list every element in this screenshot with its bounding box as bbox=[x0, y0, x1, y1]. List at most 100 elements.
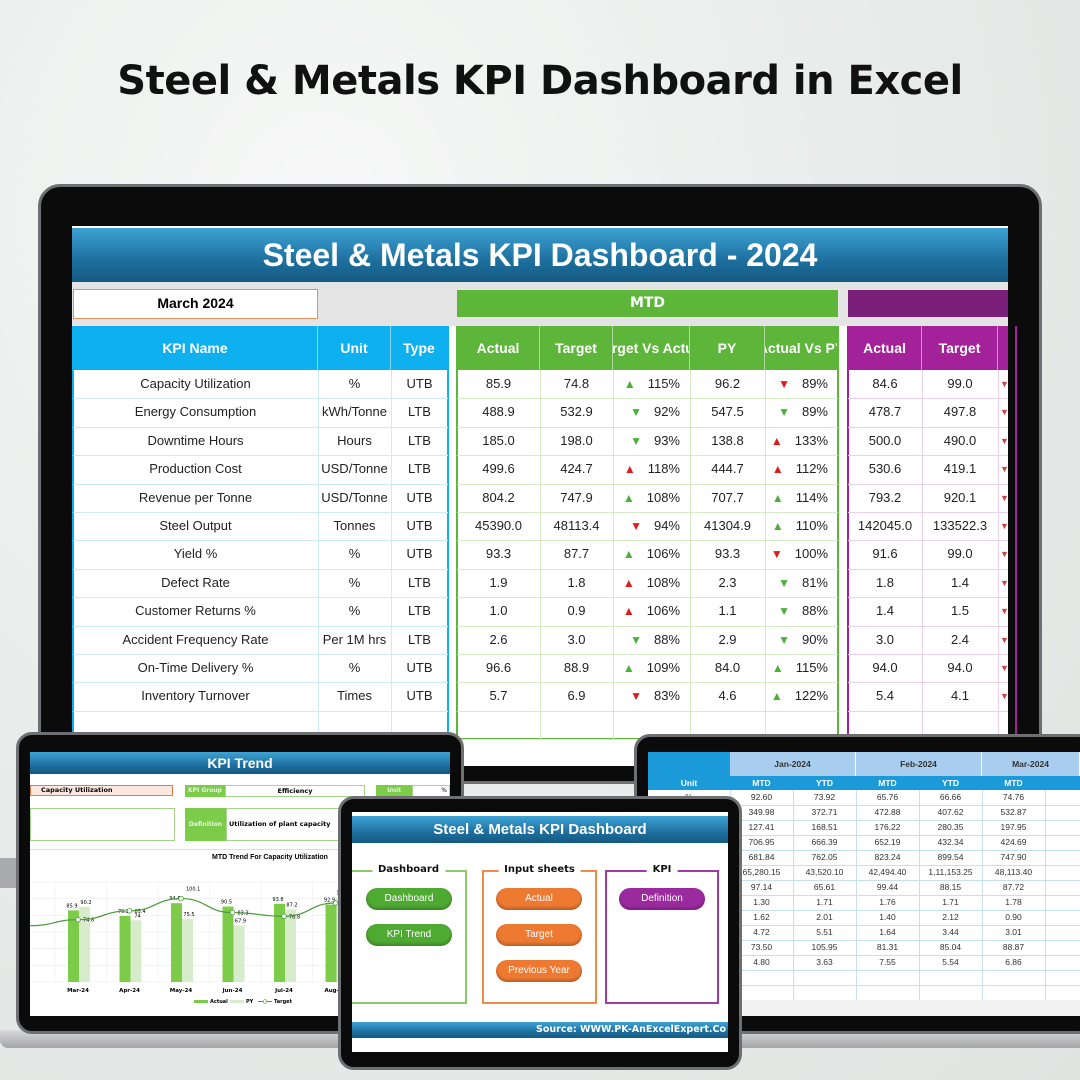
input-cell[interactable]: 3.44 bbox=[942, 927, 959, 937]
mtd-target: 198.0 bbox=[560, 432, 593, 448]
input-cell[interactable]: 2.01 bbox=[816, 912, 833, 922]
input-cell[interactable]: 168.51 bbox=[811, 822, 838, 832]
input-cell[interactable]: 99.44 bbox=[876, 882, 899, 892]
input-cell[interactable]: 5.54 bbox=[942, 957, 959, 967]
input-cell[interactable]: 105.95 bbox=[811, 942, 838, 952]
avpy-percent: 122% bbox=[794, 688, 828, 704]
avpy-cell: ▲ 112% bbox=[765, 455, 838, 483]
input-cell[interactable]: 1.76 bbox=[879, 897, 896, 907]
column-divider bbox=[613, 370, 614, 740]
input-cell[interactable]: 280.35 bbox=[937, 822, 964, 832]
ytd-target: 99.0 bbox=[947, 376, 973, 391]
input-cell[interactable]: 0.90 bbox=[1005, 912, 1022, 922]
input-cell[interactable]: 706.95 bbox=[748, 837, 775, 847]
input-cell[interactable]: 74.76 bbox=[1002, 792, 1025, 802]
nav-button-previous-year[interactable]: Previous Year bbox=[496, 960, 582, 982]
input-cell[interactable]: 1.71 bbox=[942, 897, 959, 907]
nav-button-kpi-trend[interactable]: KPI Trend bbox=[366, 924, 452, 946]
input-cell[interactable]: 1.64 bbox=[879, 927, 896, 937]
kpi-type: UTB bbox=[406, 660, 433, 675]
nav-button-target[interactable]: Target bbox=[496, 924, 582, 946]
input-cell[interactable]: 73.92 bbox=[813, 792, 836, 802]
input-cell[interactable]: 65.61 bbox=[813, 882, 836, 892]
input-cell[interactable]: 197.95 bbox=[1000, 822, 1027, 832]
input-cell[interactable]: 681.84 bbox=[748, 852, 775, 862]
input-cell[interactable]: 823.24 bbox=[874, 852, 901, 862]
input-cell[interactable]: 73.50 bbox=[750, 942, 773, 952]
input-cell[interactable]: 176.22 bbox=[874, 822, 901, 832]
input-cell[interactable]: 88.15 bbox=[939, 882, 962, 892]
kpi-selector[interactable]: Capacity Utilization bbox=[30, 785, 173, 796]
input-cell[interactable]: 1.71 bbox=[816, 897, 833, 907]
mtd-target: 424.7 bbox=[560, 461, 593, 477]
input-cell[interactable]: 5.51 bbox=[816, 927, 833, 937]
tva-cell: ▼ 92% bbox=[613, 398, 690, 426]
input-cell[interactable]: 65,280.15 bbox=[742, 867, 781, 877]
nav-button-dashboard[interactable]: Dashboard bbox=[366, 888, 452, 910]
input-cell[interactable]: 87.72 bbox=[1002, 882, 1025, 892]
nav-button-definition[interactable]: Definition bbox=[619, 888, 705, 910]
ytd-target: 2.4 bbox=[950, 631, 970, 647]
kpi-unit: % bbox=[348, 660, 361, 675]
input-cell[interactable]: 42,494.40 bbox=[868, 867, 907, 877]
bar-actual bbox=[325, 904, 337, 982]
input-cell[interactable]: 4.72 bbox=[753, 927, 770, 937]
input-cell[interactable]: 66.66 bbox=[939, 792, 962, 802]
mtd-py: 96.2 bbox=[714, 376, 741, 391]
legend-target: Target bbox=[274, 999, 293, 1005]
row-divider bbox=[648, 970, 1080, 971]
mtd-actual: 804.2 bbox=[482, 489, 515, 505]
input-cell[interactable]: 349.98 bbox=[748, 807, 775, 817]
input-cell[interactable]: 472.88 bbox=[874, 807, 901, 817]
mtd-py: 41304.9 bbox=[704, 518, 751, 533]
input-cell[interactable]: 652.19 bbox=[874, 837, 901, 847]
kpi-group-label: KPI Group bbox=[185, 785, 225, 797]
input-cell[interactable]: 3.01 bbox=[1005, 927, 1022, 937]
bar-actual bbox=[119, 916, 131, 982]
kpi-type: UTB bbox=[406, 518, 433, 533]
input-cell[interactable]: 97.14 bbox=[750, 882, 773, 892]
input-cell[interactable]: 1.78 bbox=[1005, 897, 1022, 907]
input-cell[interactable]: 3.63 bbox=[816, 957, 833, 967]
input-cell[interactable]: 899.54 bbox=[937, 852, 964, 862]
input-cell[interactable]: 1.30 bbox=[753, 897, 770, 907]
input-cell[interactable]: 532.87 bbox=[1000, 807, 1027, 817]
ytd-partial-arrow-icon: ▼ bbox=[1000, 663, 1008, 673]
input-cell[interactable]: 92.60 bbox=[750, 792, 773, 802]
avpy-cell: ▼ 81% bbox=[765, 569, 838, 597]
input-cell[interactable]: 81.31 bbox=[876, 942, 899, 952]
arrow-down-icon: ▼ bbox=[778, 405, 790, 420]
input-cell[interactable]: 424.69 bbox=[1000, 837, 1027, 847]
input-cell[interactable]: 407.62 bbox=[937, 807, 964, 817]
input-cell[interactable]: 1.62 bbox=[753, 912, 770, 922]
input-cell[interactable]: 372.71 bbox=[811, 807, 838, 817]
input-cell[interactable]: 1,11,153.25 bbox=[928, 867, 973, 877]
mtd-actual: 96.6 bbox=[485, 660, 512, 675]
input-cell[interactable]: 85.04 bbox=[939, 942, 962, 952]
input-cell[interactable]: 127.41 bbox=[748, 822, 775, 832]
input-cell[interactable]: 88.87 bbox=[1002, 942, 1025, 952]
nav-button-actual[interactable]: Actual bbox=[496, 888, 582, 910]
input-cell[interactable]: 7.55 bbox=[879, 957, 896, 967]
input-cell[interactable]: 762.05 bbox=[811, 852, 838, 862]
input-cell[interactable]: 432.34 bbox=[937, 837, 964, 847]
input-cell[interactable]: 2.12 bbox=[942, 912, 959, 922]
row-divider bbox=[648, 835, 1080, 836]
label-py: 90.2 bbox=[80, 900, 91, 906]
row-divider bbox=[648, 985, 1080, 986]
arrow-down-icon: ▼ bbox=[630, 632, 642, 647]
target-point bbox=[281, 913, 287, 920]
input-cell[interactable]: 1.40 bbox=[879, 912, 896, 922]
input-cell[interactable]: 43,520.10 bbox=[805, 867, 844, 877]
kpi-name: Revenue per Tonne bbox=[138, 489, 253, 505]
input-cell[interactable]: 6.86 bbox=[1005, 957, 1022, 967]
row-divider bbox=[73, 426, 448, 428]
input-cell[interactable]: 747.90 bbox=[1000, 852, 1027, 862]
input-cell[interactable]: 666.39 bbox=[811, 837, 838, 847]
input-cell[interactable]: 65.76 bbox=[876, 792, 899, 802]
month-selector[interactable]: March 2024 bbox=[73, 289, 318, 319]
tva-cell: ▲ 106% bbox=[613, 540, 690, 568]
kpi-type: UTB bbox=[406, 546, 433, 562]
input-cell[interactable]: 48,113.40 bbox=[994, 867, 1033, 877]
input-cell[interactable]: 4.80 bbox=[753, 957, 770, 967]
